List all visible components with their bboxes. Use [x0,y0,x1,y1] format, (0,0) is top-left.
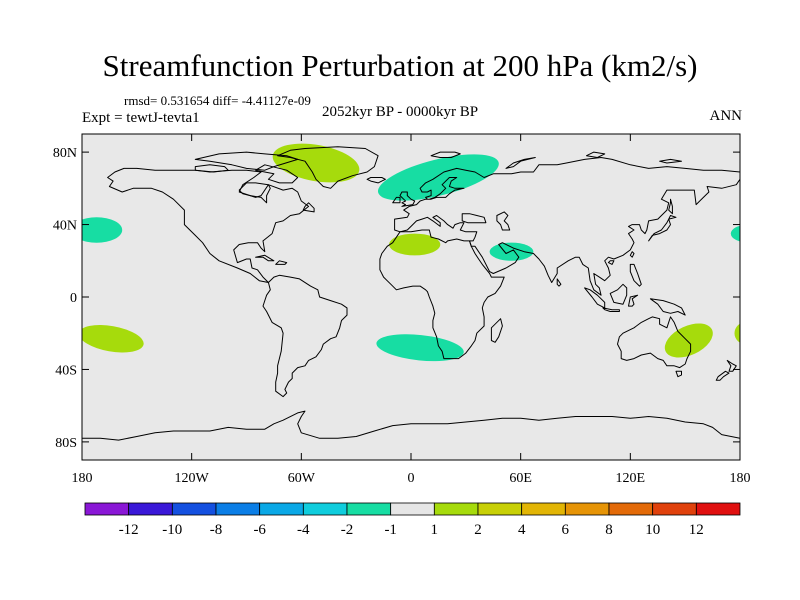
java-coastline [602,307,620,312]
ireland-coastline [392,196,401,204]
positive-anomaly-north-africa [389,233,441,256]
black-sea-coastline [461,213,487,224]
hispaniola-coastline [275,260,288,265]
positive-anomaly-south-pacific [82,324,144,353]
sakhalin-coastline [668,198,673,215]
season-label: ANN [709,108,743,124]
japan-coastline [648,215,677,242]
colorbar-swatch [521,502,566,516]
colorbar-label: -2 [341,522,354,538]
colorbar-swatch [84,502,130,516]
anomaly-layer [82,143,740,362]
lon-tick-label: 120E [616,471,646,486]
caspian-sea-coastline [496,211,511,231]
colorbar-label: -8 [210,522,223,538]
lon-tick-label: 180 [72,471,93,486]
colorbar-label: -1 [384,522,397,538]
colorbar-swatch [652,502,697,516]
madagascar-coastline [490,318,503,343]
cuba-coastline [255,254,275,262]
colorbar-swatch [215,502,261,516]
hainan-coastline [607,260,615,265]
sumatra-coastline [584,287,606,309]
colorbar-swatch [433,502,479,516]
colorbar-label: 8 [605,522,613,538]
colorbar-label: 6 [562,522,570,538]
great-britain-coastline [399,191,416,207]
new-zealand-south-coastline [715,370,730,381]
colorbar-swatch [608,502,654,516]
lat-tick-label: 80S [55,436,77,451]
canadian-arctic-coastline [194,151,299,171]
victoria-island-coastline [194,164,229,173]
negative-anomaly-scandinavia [377,154,499,201]
baffin-island-coastline [255,164,299,184]
lat-tick-label: 80N [53,146,77,161]
coastline-layer [82,146,740,441]
lat-tick-label: 40N [53,219,77,234]
colorbar-swatch [128,502,173,516]
sri-lanka-coastline [556,278,562,287]
iceland-coastline [366,177,386,184]
colorbar-swatch [171,502,217,516]
colorbar-label: 2 [474,522,482,538]
colorbar-label: -6 [253,522,266,538]
experiment-label: Expt = tewtJ-tevta1 [82,110,200,126]
positive-anomaly-greenland [272,143,360,183]
colorbar-label: -12 [119,522,139,538]
lon-tick-label: 0 [408,471,415,486]
colorbar-swatch [695,502,741,516]
positive-anomaly-south-pacific-east [734,323,740,343]
colorbar-label: 4 [518,522,526,538]
lon-tick-label: 60W [288,471,316,486]
novaya-zemlya-coastline [505,157,536,169]
colorbar-label: -4 [297,522,310,538]
severnaya-zemlya-coastline [586,151,606,158]
rmsd-diff-stats: rmsd= 0.531654 diff= -4.41127e-09 [124,93,311,108]
australia-coastline [617,316,692,369]
axis-ticks: 80N 40N 0 40S 80S 180 120W 60W 0 60E 120E 180 [53,134,751,486]
colorbar-label: 10 [645,522,660,538]
period-label: 2052kyr BP - 0000kyr BP [322,104,479,120]
colorbar: -12 -10 -8 -6 -4 -2 -1 1 2 4 6 8 10 12 [84,502,741,538]
negative-anomaly-north-west-pacific [730,225,740,242]
colorbar-swatch [346,502,392,516]
lon-tick-label: 180 [730,471,751,486]
sulawesi-coastline [628,294,639,307]
colorbar-swatch [390,502,435,516]
taiwan-coastline [629,251,635,258]
antarctica-coastline [82,410,740,441]
colorbar-label: -10 [162,522,182,538]
lon-tick-label: 60E [509,471,532,486]
negative-anomaly-north-pacific [82,217,123,243]
lat-tick-label: 0 [70,291,77,306]
colorbar-swatch [259,502,304,516]
colorbar-swatch [564,502,610,516]
philippines-coastline [629,263,642,287]
hudson-bay-coastline [238,182,271,204]
colorbar-label: 1 [431,522,439,538]
colorbar-swatch [477,502,523,516]
lon-tick-label: 120W [175,471,210,486]
new-siberian-islands-coastline [659,158,682,164]
africa-coastline [379,229,505,360]
negative-anomaly-south-atlantic [376,334,464,362]
greenland-coastline [277,146,379,189]
positive-anomaly-australia [664,323,713,358]
new-guinea-coastline [649,298,686,316]
new-zealand-north-coastline [726,359,737,372]
colorbar-swatch [302,502,348,516]
borneo-coastline [609,283,628,305]
tasmania-coastline [675,370,682,378]
colorbar-label: 12 [689,522,704,538]
lat-tick-label: 40S [55,363,77,378]
newfoundland-coastline [302,202,315,213]
svalbard-coastline [430,151,461,158]
south-america-coastline [262,274,348,398]
chart-title: Streamfunction Perturbation at 200 hPa (… [102,48,698,83]
